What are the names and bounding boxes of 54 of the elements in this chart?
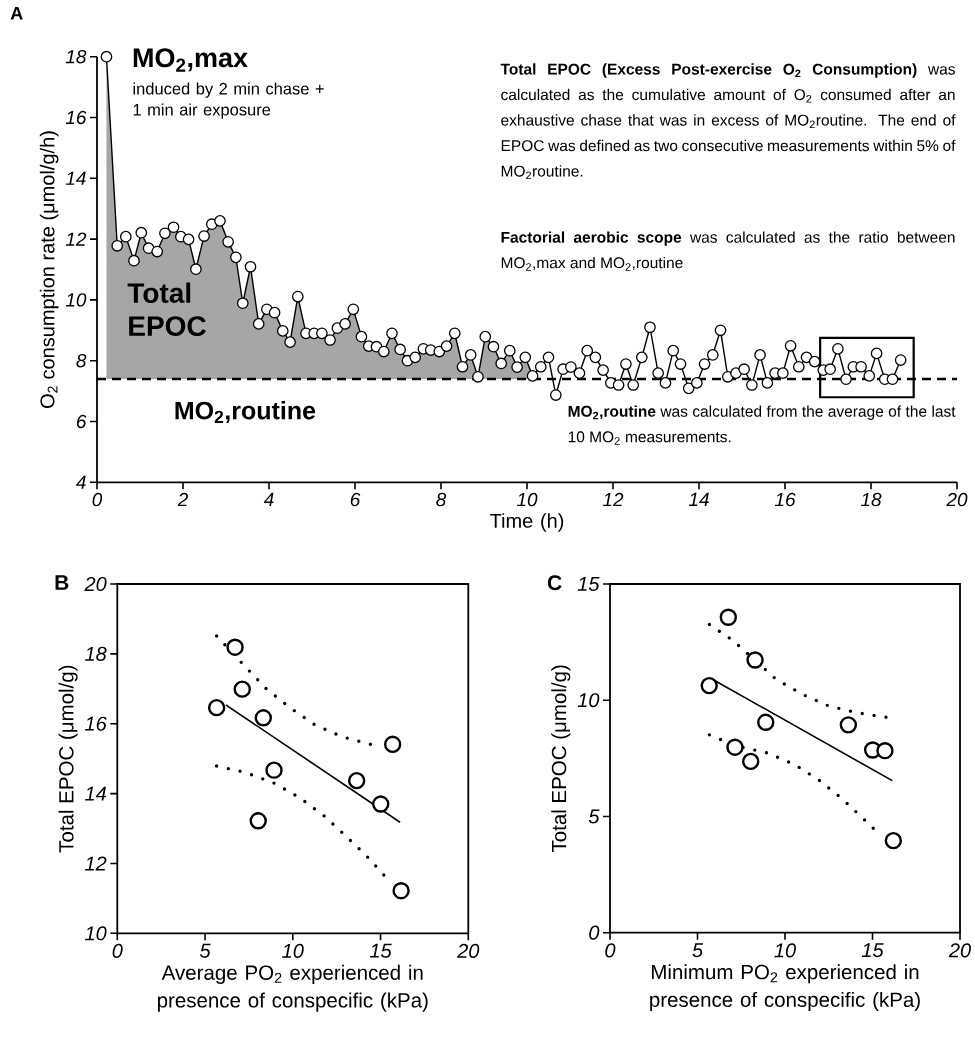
x-tick-label: 12 (602, 492, 624, 507)
x-tick-label: 15 (369, 943, 392, 958)
x-tick-label: 0 (112, 943, 123, 958)
y-tick-label: 16 (85, 716, 107, 731)
y-tick-label: 8 (76, 353, 87, 368)
y-tick-label: 12 (65, 232, 87, 246)
y-tick-label: 14 (65, 171, 86, 185)
y-tick-label: 16 (65, 110, 87, 125)
x-tick-label: 10 (282, 943, 304, 958)
y-axis-title: O$_{2}$ consumption rate (μmol/g/h) (39, 131, 59, 408)
x-tick-label: 5 (199, 943, 211, 958)
annotation: MO$_{2}$,max (133, 48, 248, 72)
y-tick-label: 14 (85, 786, 107, 801)
x-tick-label: 4 (263, 492, 274, 506)
text: Total EPOC (Excess Post-exercise O$_{2}$ Consumption) was calculated as the cumulative amount of O$_{2}$ consumed after an exhaustive chase that was in excess of MO$_{2}$routine. The end of EPOC was defined as two consecutive measurements within 5% of MO$_{2}$routine. (500, 63, 956, 180)
x-tick-label: 16 (774, 492, 796, 507)
x-tick-label: 8 (436, 492, 447, 507)
y-tick-label: 5 (588, 809, 600, 824)
x-axis-title: Minimum PO$_{2}$ experienced in presence of conspecific (kPa) (650, 964, 920, 1012)
y-tick-label: 18 (85, 646, 107, 661)
x-tick-label: 14 (688, 492, 709, 506)
x-tick-label: 0 (605, 943, 616, 958)
x-tick-label: 5 (692, 943, 704, 958)
x-tick-label: 2 (177, 492, 188, 507)
y-tick-label: 6 (76, 414, 87, 429)
y-axis-title: Total EPOC (μmol/g) (551, 665, 571, 853)
x-tick-label: 10 (774, 943, 796, 958)
chart-title: B (55, 575, 69, 590)
chart-title: A (10, 7, 23, 20)
x-tick-label: 20 (948, 943, 971, 958)
annotation: Total EPOC (127, 282, 206, 337)
y-tick-label: 12 (85, 856, 107, 871)
x-tick-label: 18 (860, 492, 882, 507)
x-tick-label: 20 (946, 492, 968, 507)
y-tick-label: 18 (65, 49, 87, 64)
y-tick-label: 4 (76, 475, 86, 489)
y-tick-label: 10 (85, 926, 107, 941)
y-tick-label: 20 (84, 576, 107, 592)
text: Factorial aerobic scope was calculated as the ratio between MO$_{2}$,max and MO$_{2}$,routine (501, 231, 955, 271)
x-tick-label: 15 (861, 943, 884, 958)
ref-line-label: MO$_{2}$,routine (175, 401, 316, 424)
x-tick-label: 6 (350, 492, 361, 507)
annotation: induced by 2 min chase + 1 min air exposure (133, 82, 324, 119)
x-tick-label: 10 (516, 492, 538, 507)
y-tick-label: 15 (577, 577, 600, 591)
x-axis-title: Time (h) (490, 513, 564, 532)
y-axis-title: Total EPOC (μmol/g) (58, 665, 78, 853)
x-tick-label: 20 (457, 943, 480, 958)
x-axis-title: Average PO$_{2}$ experienced in presence of conspecific (kPa) (157, 964, 428, 1012)
text: MO$_{2}$,routine was calculated from the average of the last 10 MO$_{2}$ measurements. (568, 405, 956, 445)
y-tick-label: 10 (65, 293, 87, 307)
chart-title: C (547, 575, 562, 591)
y-tick-label: 10 (577, 693, 600, 708)
y-tick-label: 0 (589, 925, 600, 940)
